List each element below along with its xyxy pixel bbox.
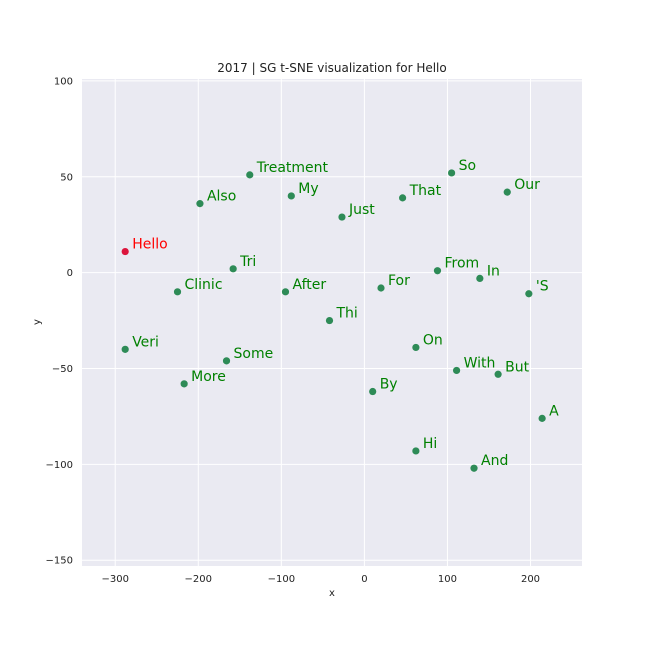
point-label: Clinic	[185, 277, 223, 293]
y-axis-label: y	[32, 319, 43, 325]
data-point-group: And	[470, 453, 508, 472]
point-label: A	[549, 403, 559, 419]
x-tick-label: −100	[268, 574, 295, 585]
point-label: My	[298, 181, 318, 197]
point-label: By	[380, 377, 398, 393]
data-point	[412, 343, 420, 352]
y-axis-ticks: −150 −100 −50 0 50 100	[46, 76, 73, 566]
data-point-group: Hello	[121, 237, 168, 256]
x-tick-label: −200	[185, 574, 212, 585]
data-point	[222, 357, 231, 365]
point-label: And	[481, 453, 508, 469]
point-label: Veri	[132, 334, 159, 350]
x-tick-label: −300	[101, 574, 128, 585]
data-point-group: Some	[222, 346, 274, 365]
data-point-group: In	[476, 263, 500, 283]
x-axis-label: x	[329, 588, 335, 599]
data-point	[452, 366, 461, 375]
data-point	[173, 288, 182, 296]
data-points: Hello Treatment My So Our Also That Just…	[121, 158, 559, 472]
point-label: 'S	[536, 279, 549, 295]
point-label: Some	[234, 346, 274, 362]
data-point-group: So	[448, 158, 476, 177]
data-point-group: With	[452, 355, 496, 375]
data-point	[229, 265, 237, 273]
y-tick-label: −50	[52, 364, 73, 375]
data-point	[476, 274, 484, 283]
point-label: For	[388, 273, 410, 289]
grid-lines	[82, 79, 582, 566]
data-point	[338, 213, 346, 221]
data-point	[448, 169, 456, 177]
point-label: That	[409, 183, 442, 199]
chart-title: 2017 | SG t-SNE visualization for Hello	[217, 61, 446, 75]
point-label: On	[423, 332, 443, 348]
data-point	[398, 194, 407, 202]
point-label: Hi	[423, 436, 437, 452]
data-point-group: A	[538, 403, 559, 422]
x-axis-ticks: −300 −200 −100 0 100 200	[101, 574, 540, 585]
data-point	[325, 316, 334, 325]
point-label: After	[292, 277, 326, 293]
data-point	[180, 380, 188, 388]
point-label: Our	[514, 177, 540, 193]
data-point-group: After	[281, 277, 326, 296]
data-point	[196, 200, 204, 208]
y-tick-label: −100	[46, 460, 73, 471]
y-tick-label: 50	[60, 172, 73, 183]
x-tick-label: 200	[521, 574, 540, 585]
data-point	[281, 288, 290, 296]
data-point-group: Hi	[412, 436, 437, 455]
point-label: Just	[348, 202, 375, 218]
data-point	[412, 447, 420, 455]
point-label: But	[505, 359, 529, 375]
data-point-group: Treatment	[246, 160, 329, 179]
data-point	[503, 188, 511, 196]
point-label: Tri	[239, 254, 256, 270]
data-point	[470, 464, 478, 472]
data-point	[433, 267, 442, 275]
data-point	[377, 284, 385, 292]
point-label: In	[487, 263, 500, 279]
data-point	[121, 345, 129, 353]
data-point-group: My	[287, 181, 319, 200]
y-tick-label: −150	[46, 556, 73, 567]
point-label: Thi	[336, 306, 358, 322]
data-point	[494, 370, 502, 378]
data-point-group: On	[412, 332, 443, 352]
data-point	[538, 414, 546, 422]
highlighted-point-label: Hello	[132, 237, 168, 253]
point-label: Also	[207, 189, 236, 205]
point-label: Treatment	[256, 160, 329, 176]
point-label: So	[459, 158, 476, 174]
data-point-group: For	[377, 273, 410, 292]
data-point	[287, 192, 295, 200]
y-tick-label: 0	[67, 268, 73, 279]
data-point-group: Thi	[325, 306, 358, 325]
point-label: With	[464, 355, 496, 371]
data-point-group: Just	[338, 202, 375, 221]
data-point-group: By	[369, 377, 398, 396]
point-label: From	[444, 256, 479, 272]
data-point-group: Also	[196, 189, 236, 208]
data-point-group: Tri	[229, 254, 256, 273]
data-point-group: Veri	[121, 334, 159, 353]
data-point-group: But	[494, 359, 530, 378]
y-tick-label: 100	[54, 76, 73, 87]
data-point-group: Our	[503, 177, 540, 196]
point-label: More	[191, 369, 226, 385]
data-point-group: That	[398, 183, 442, 202]
x-tick-label: 100	[438, 574, 457, 585]
data-point	[525, 290, 533, 298]
data-point-group: More	[180, 369, 226, 388]
data-point-group: Clinic	[173, 277, 223, 296]
data-point-group: 'S	[525, 279, 549, 298]
data-point	[369, 387, 377, 396]
highlighted-point	[121, 247, 129, 256]
x-tick-label: 0	[361, 574, 367, 585]
data-point-group: From	[433, 256, 479, 275]
data-point	[246, 171, 254, 179]
